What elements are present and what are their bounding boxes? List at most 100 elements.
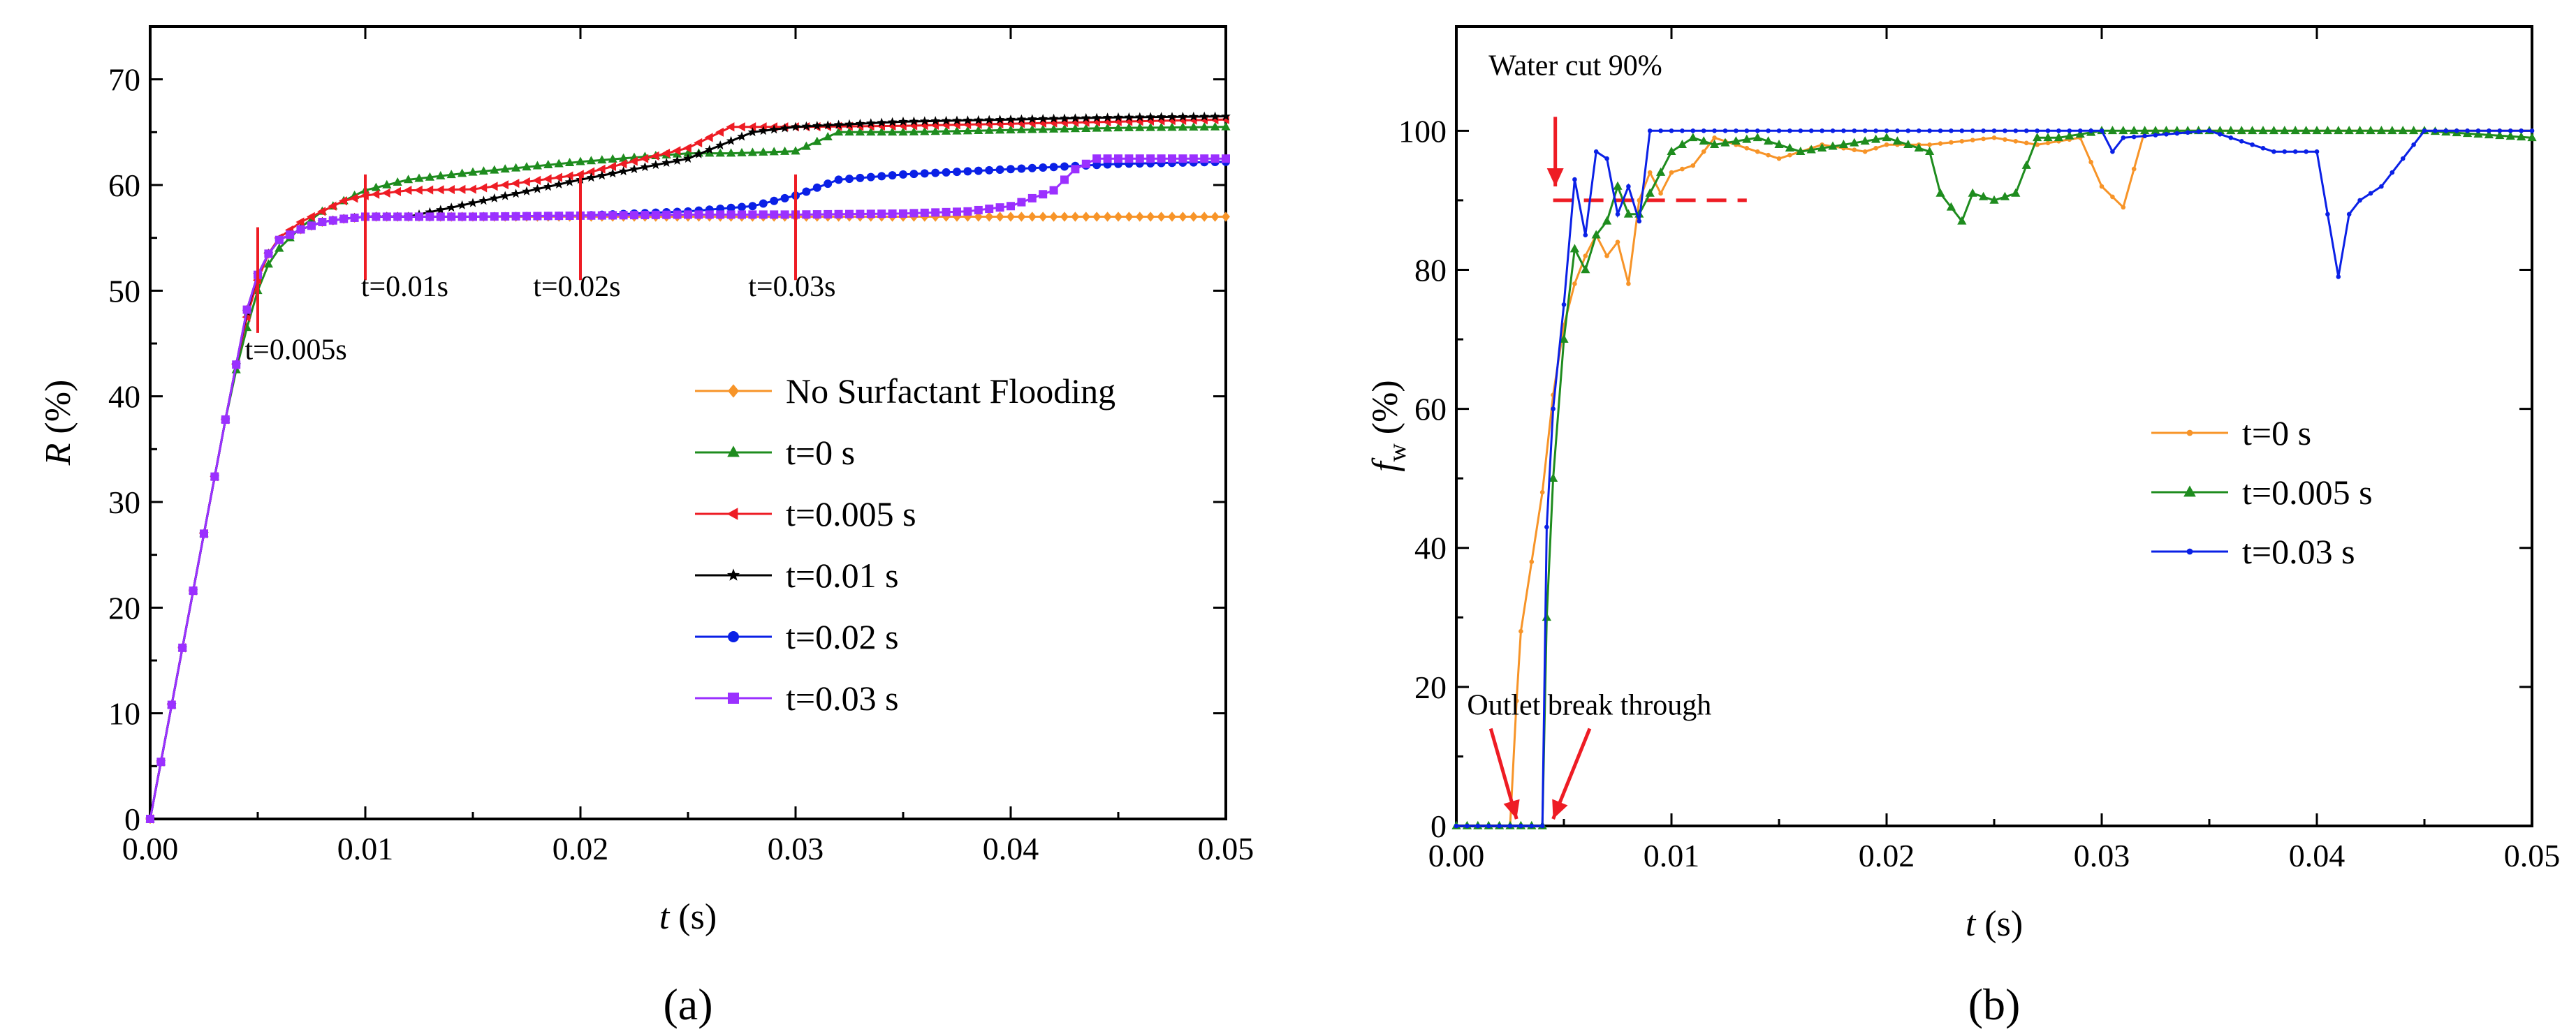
data-point xyxy=(866,118,876,128)
data-point xyxy=(555,212,564,221)
data-point xyxy=(651,160,661,170)
data-point xyxy=(1559,334,1569,343)
data-point xyxy=(2473,129,2483,138)
data-point xyxy=(2422,128,2427,133)
data-point xyxy=(1927,128,1932,133)
data-point xyxy=(2527,133,2537,142)
data-point xyxy=(1210,111,1220,121)
chart-a: 0.00 0.01 0.02 0.03 0.04 0.05010203040506070 … xyxy=(38,25,1254,937)
data-point xyxy=(1114,154,1122,163)
data-point xyxy=(769,124,779,134)
data-point xyxy=(1124,122,1134,131)
data-point xyxy=(242,305,251,314)
data-point xyxy=(888,209,897,219)
data-point xyxy=(1114,212,1122,222)
data-point xyxy=(974,205,983,214)
annotation-label: Water cut 90% xyxy=(1488,50,1662,82)
data-point xyxy=(1157,154,1166,163)
data-point xyxy=(1210,212,1220,222)
data-point xyxy=(834,127,844,136)
data-point xyxy=(2121,205,2126,210)
data-point xyxy=(521,177,530,187)
data-point xyxy=(1113,112,1123,121)
data-point xyxy=(2454,128,2459,133)
data-point xyxy=(769,147,779,156)
data-point xyxy=(2282,149,2288,154)
data-point xyxy=(1125,212,1134,222)
data-point xyxy=(1722,128,1728,133)
y-tick-label: 40 xyxy=(1414,531,1447,566)
data-point xyxy=(1884,142,1889,147)
data-point xyxy=(738,202,746,212)
data-point xyxy=(1514,698,1519,704)
data-point xyxy=(1210,154,1220,163)
data-point xyxy=(275,235,284,244)
data-point xyxy=(1637,219,1642,224)
data-point xyxy=(1752,133,1762,142)
data-point xyxy=(845,209,854,219)
chart-a-series xyxy=(145,111,1231,825)
data-point xyxy=(597,164,606,174)
data-point xyxy=(974,166,983,175)
data-point xyxy=(1884,128,1889,133)
data-point xyxy=(1200,154,1209,163)
data-point xyxy=(683,148,693,157)
data-point xyxy=(984,125,994,134)
annotation-arrow xyxy=(1488,728,1520,820)
data-point xyxy=(802,187,811,196)
data-point xyxy=(823,131,833,140)
data-point xyxy=(189,586,198,596)
data-point xyxy=(2443,128,2449,133)
data-point xyxy=(2151,126,2160,135)
legend-label: No Surfactant Flooding xyxy=(786,371,1115,411)
data-point xyxy=(2215,126,2225,135)
data-point xyxy=(920,116,930,126)
data-point xyxy=(1103,154,1112,163)
data-point xyxy=(1060,175,1069,184)
data-point xyxy=(1518,628,1523,634)
data-point xyxy=(1604,156,1609,161)
data-point xyxy=(1981,128,1986,133)
data-point xyxy=(458,212,467,221)
data-point xyxy=(2411,142,2416,147)
data-point xyxy=(415,212,423,221)
data-point xyxy=(500,164,510,173)
chart-a-legend: No Surfactant Flooding t=0 s t=0.005 s t=0.… xyxy=(695,371,1115,718)
y-tick-label: 30 xyxy=(108,485,140,520)
y-tick-label: 80 xyxy=(1414,252,1447,288)
annotation-label: Outlet break through xyxy=(1467,690,1711,722)
data-point xyxy=(985,165,994,175)
data-point xyxy=(2269,126,2278,135)
data-point xyxy=(704,133,713,142)
data-point xyxy=(791,146,800,155)
legend-item-no-surfactant-flooding: No Surfactant Flooding xyxy=(695,371,1115,411)
legend-item-t-0-s: t=0 s xyxy=(2151,413,2311,452)
data-point xyxy=(2021,160,2031,169)
y-tick-label: 100 xyxy=(1398,113,1447,149)
data-point xyxy=(1049,186,1058,195)
data-point xyxy=(286,230,295,239)
data-point xyxy=(2409,126,2419,135)
data-point xyxy=(1027,193,1037,202)
data-point xyxy=(1669,128,1674,133)
data-point xyxy=(1222,154,1230,163)
data-point xyxy=(307,221,316,230)
data-point xyxy=(780,146,790,155)
data-point xyxy=(1178,112,1188,121)
data-point xyxy=(1146,154,1155,163)
data-point xyxy=(1529,823,1535,829)
data-point xyxy=(2035,128,2040,133)
data-point xyxy=(1113,123,1123,132)
data-point xyxy=(2312,126,2322,135)
data-point xyxy=(995,165,1004,175)
x-tick-label: 0.02 xyxy=(552,831,609,866)
data-point xyxy=(146,815,154,823)
data-point xyxy=(1210,121,1220,131)
data-point xyxy=(1038,114,1048,124)
data-point xyxy=(770,196,779,205)
data-point xyxy=(1742,134,1752,143)
data-point xyxy=(824,179,833,189)
data-point xyxy=(1830,128,1836,133)
data-point xyxy=(1744,145,1750,151)
annotation-arrow xyxy=(1551,728,1592,820)
